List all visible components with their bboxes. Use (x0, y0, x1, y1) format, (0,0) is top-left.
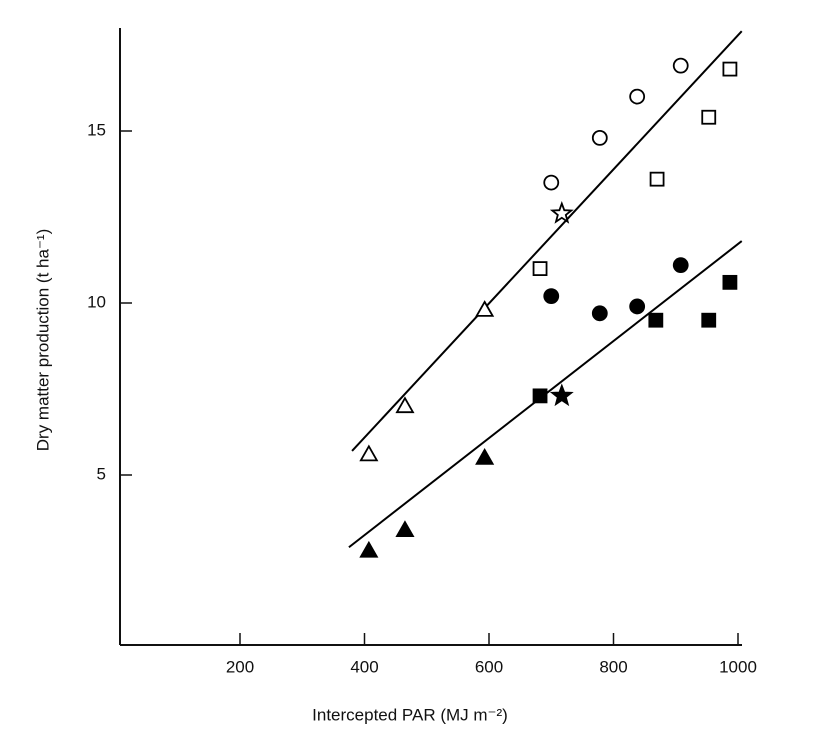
point (475, 300, 495, 317)
point (543, 174, 560, 191)
y-tick-label: 15 (87, 120, 106, 139)
point (543, 288, 560, 305)
point (549, 201, 574, 224)
point (475, 447, 495, 465)
point (701, 312, 717, 328)
point (591, 129, 608, 146)
point (359, 540, 379, 558)
x-tick-label: 1000 (719, 657, 757, 676)
y-axis-label: Dry matter production (t ha⁻¹) (33, 229, 52, 452)
x-tick-label: 600 (475, 657, 503, 676)
y-tick-label: 5 (97, 464, 106, 483)
point (672, 57, 689, 74)
point (672, 257, 689, 274)
point (395, 396, 415, 414)
regression-line (351, 30, 743, 452)
point (722, 61, 738, 77)
x-tick-label: 400 (350, 657, 378, 676)
point (629, 298, 646, 315)
point (648, 312, 664, 328)
point (395, 520, 415, 537)
y-tick-label: 10 (87, 292, 106, 311)
point (701, 109, 717, 125)
point (722, 274, 738, 290)
point (591, 305, 608, 322)
point (549, 383, 574, 407)
x-axis-label: Intercepted PAR (MJ m⁻²) (312, 705, 508, 724)
x-tick-label: 200 (226, 657, 254, 676)
point (649, 171, 665, 187)
point (629, 88, 646, 105)
x-tick-label: 800 (599, 657, 627, 676)
point (532, 388, 548, 404)
point (359, 444, 379, 462)
point (532, 261, 548, 277)
